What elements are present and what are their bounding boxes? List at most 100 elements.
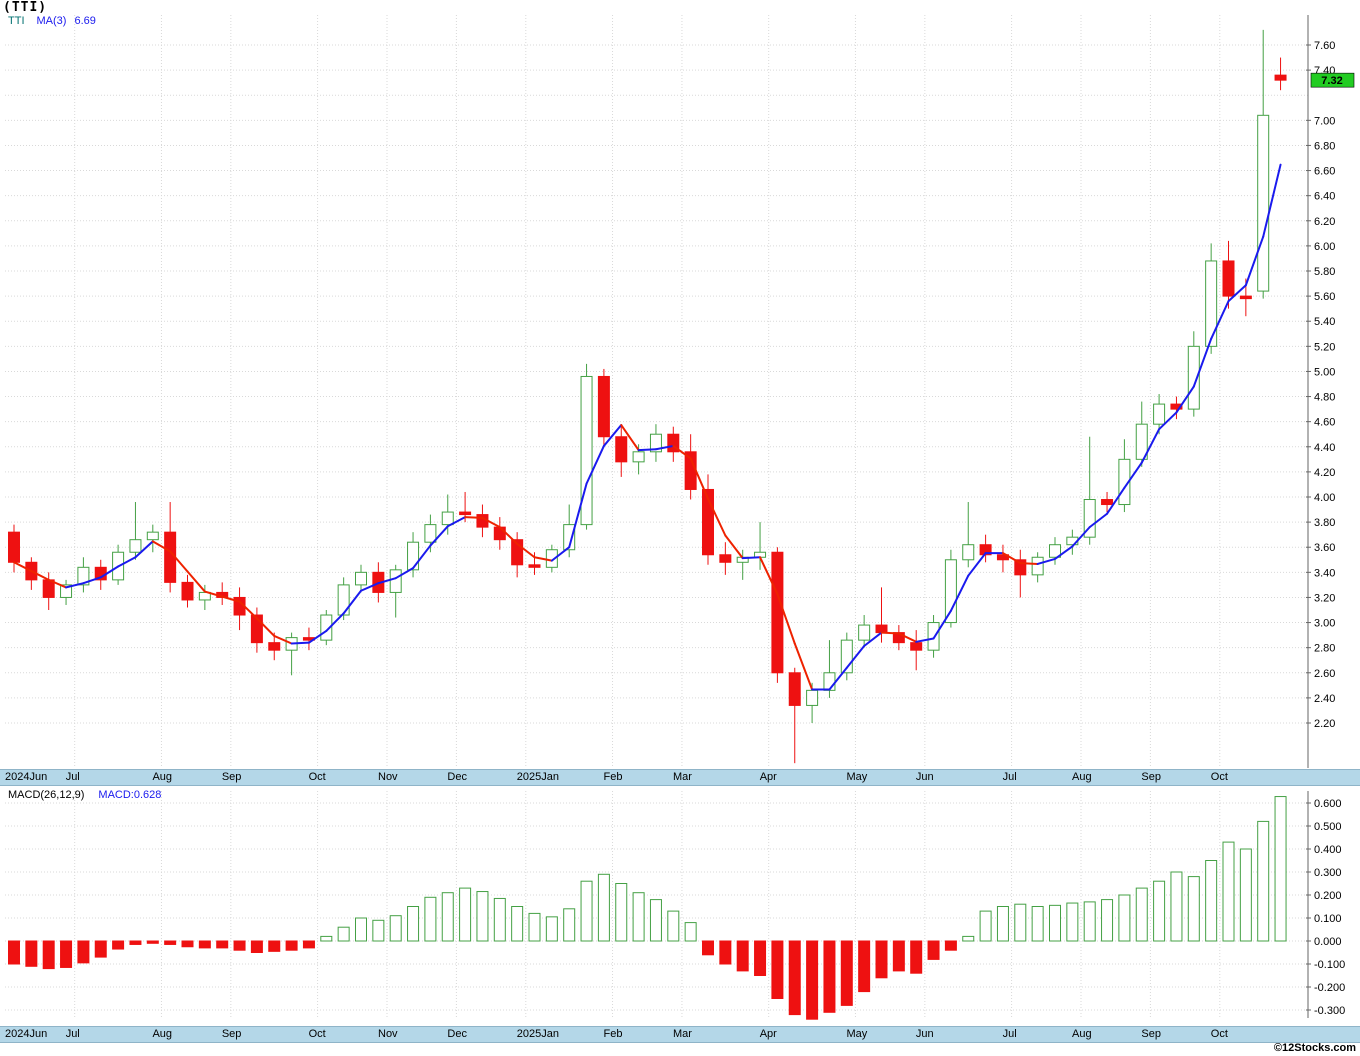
candle-body [719, 554, 732, 563]
candle-body [875, 624, 888, 634]
month-label: Jul [65, 1028, 80, 1040]
ma-line-segment [793, 642, 814, 691]
y-tick-label: 6.20 [1314, 216, 1335, 228]
candle-body [1274, 74, 1287, 81]
macd-bar-positive [337, 926, 350, 942]
ma-line-segment [342, 589, 362, 615]
ma-line-segment [307, 629, 328, 644]
macd-bar-negative [736, 940, 749, 972]
month-label: May [846, 771, 868, 783]
macd-bar-negative [788, 940, 801, 1016]
month-label: Jun [915, 771, 934, 783]
y-tick-label: -0.100 [1314, 959, 1345, 971]
ma-line-segment [932, 609, 952, 640]
macd-bar-positive [1274, 796, 1287, 942]
macd-bar-positive [1187, 876, 1200, 942]
candle-body [823, 672, 836, 691]
y-tick-label: 7.00 [1314, 115, 1335, 127]
ma-value: 6.69 [74, 15, 96, 27]
ma-line-segment [897, 632, 918, 643]
ma-line-segment [99, 565, 120, 579]
candle-body [355, 571, 367, 586]
macd-bar-negative [164, 940, 177, 945]
ma-line-segment [221, 595, 241, 603]
macd-bar-negative [910, 940, 923, 974]
macd-bar-positive [1222, 841, 1235, 942]
ma-line-segment [863, 631, 883, 647]
y-tick-label: -0.300 [1314, 1005, 1345, 1017]
macd-bar-negative [112, 940, 125, 950]
candle-body [493, 526, 506, 541]
ma-line-segment [360, 582, 380, 592]
candle-body [268, 642, 281, 651]
ma-line-segment [1123, 461, 1143, 489]
macd-bar-positive [1170, 871, 1183, 942]
candle-body [1187, 345, 1200, 410]
ma-line-segment [82, 576, 102, 585]
candle-body [8, 531, 20, 563]
ma-line-segment [550, 546, 571, 562]
month-label: Aug [152, 1028, 173, 1040]
ma-line-segment [1088, 512, 1109, 529]
ma-line-segment [151, 540, 172, 553]
macd-bar-negative [129, 940, 142, 945]
macd-bar-negative [198, 940, 211, 949]
macd-bar-positive [667, 910, 680, 942]
y-tick-label: 2.60 [1314, 668, 1335, 680]
macd-bar-positive [684, 922, 697, 942]
candle-body [389, 569, 402, 593]
month-label: Aug [152, 771, 173, 783]
ma-line-segment [13, 561, 33, 573]
candle-body [597, 375, 610, 438]
macd-bar-positive [580, 880, 593, 942]
y-tick-label: 2.80 [1314, 643, 1335, 655]
macd-bar-positive [459, 887, 472, 942]
month-label: Jun [915, 1028, 934, 1040]
macd-label: MACD(26,12,9) [8, 789, 85, 801]
macd-bar-negative [146, 940, 159, 944]
candle-body [702, 488, 714, 556]
macd-bar-negative [892, 940, 905, 972]
macd-bar-positive [632, 892, 645, 942]
ma-line-segment [533, 556, 553, 562]
month-label: Jul [1002, 1028, 1017, 1040]
candle-body [979, 544, 992, 556]
macd-bar-positive [962, 935, 975, 942]
ma-line-segment [759, 556, 779, 596]
month-label: Oct [1210, 771, 1228, 783]
macd-bar-negative [771, 940, 784, 999]
macd-bar-negative [233, 940, 246, 951]
candle-body [1153, 403, 1166, 425]
macd-bar-positive [1101, 899, 1114, 942]
month-label: Apr [759, 1028, 777, 1040]
candle-body [129, 539, 142, 553]
macd-bar-negative [25, 940, 38, 967]
candle-body [545, 549, 558, 568]
macd-bar-negative [42, 940, 55, 970]
y-tick-label: 6.40 [1314, 191, 1335, 203]
month-label: Sep [221, 771, 242, 783]
candle-body [840, 639, 853, 674]
candle-body [649, 433, 662, 453]
month-axis-top: 2024Jun Jul Aug Sep Oct Nov Dec 2025Jan Feb Mar Ap… [0, 769, 1360, 786]
ma-line-segment [203, 590, 224, 598]
macd-bar-negative [858, 940, 871, 993]
macd-bar-positive [1239, 848, 1252, 942]
macd-bar-positive [493, 897, 506, 942]
ma-line-segment [30, 570, 50, 581]
candle-body [1031, 556, 1044, 576]
ma-line-segment [1175, 385, 1195, 414]
month-label: 2025Jan [516, 771, 560, 783]
price-legend: TTI MA(3) 6.69 [8, 15, 96, 27]
y-tick-label: 6.00 [1314, 241, 1335, 253]
month-label: Oct [308, 771, 326, 783]
ma-line-segment [169, 550, 189, 573]
ma-line-segment [637, 448, 657, 452]
candle-body [77, 566, 90, 586]
ma-line-segment [1262, 163, 1282, 238]
month-label: Mar [672, 771, 692, 783]
candle-body [60, 584, 73, 598]
ma-line-segment [1001, 552, 1022, 565]
page-title: (TTI) [3, 0, 48, 15]
ma-line-segment [498, 526, 519, 545]
